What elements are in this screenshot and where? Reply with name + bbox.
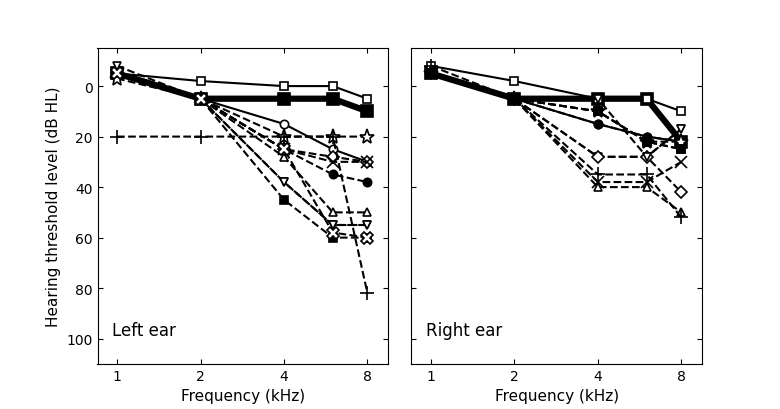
X-axis label: Frequency (kHz): Frequency (kHz) <box>181 389 305 403</box>
Text: Left ear: Left ear <box>112 321 176 339</box>
Y-axis label: Hearing threshold level (dB HL): Hearing threshold level (dB HL) <box>46 87 61 326</box>
Text: Right ear: Right ear <box>426 321 502 339</box>
X-axis label: Frequency (kHz): Frequency (kHz) <box>495 389 619 403</box>
